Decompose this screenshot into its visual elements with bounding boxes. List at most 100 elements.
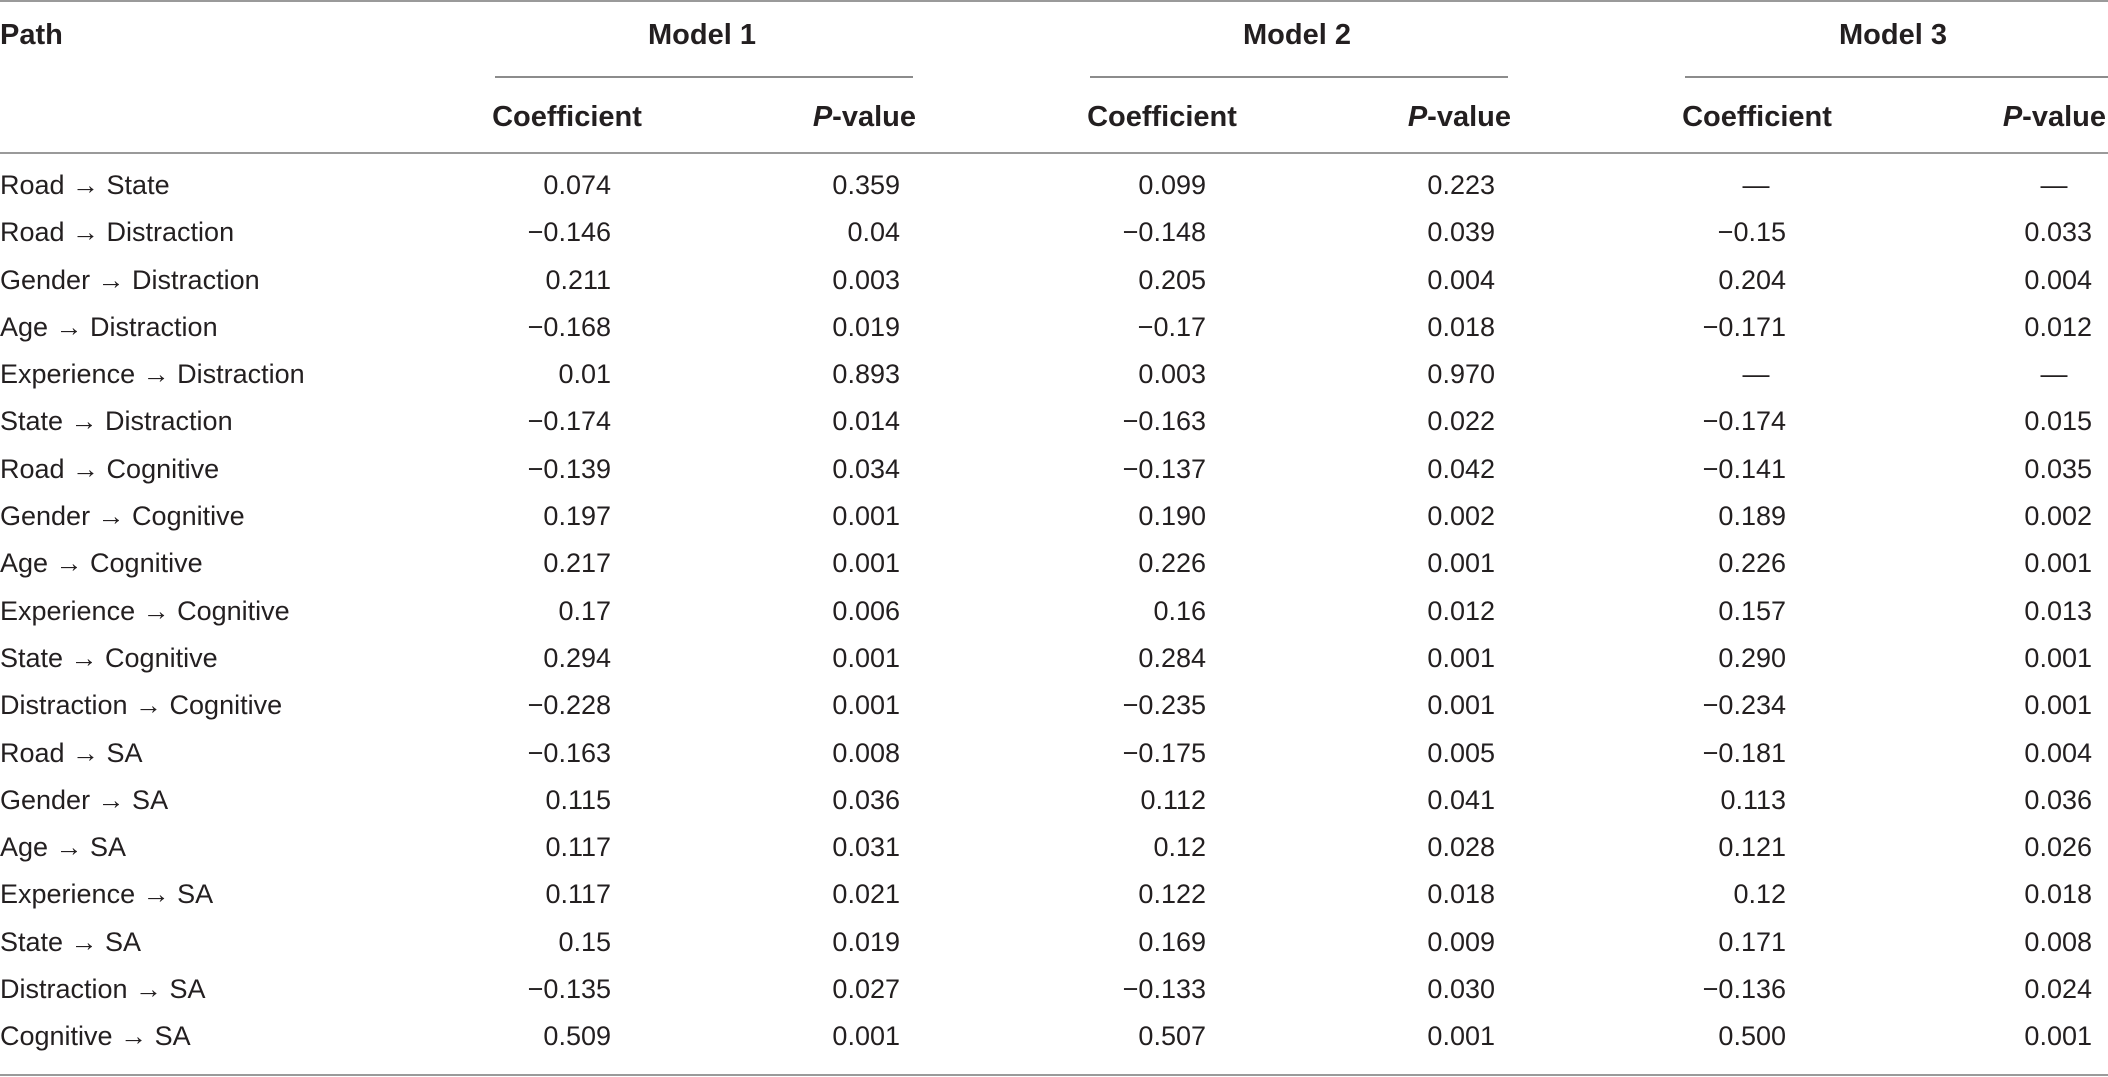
table-top-rule	[0, 0, 2108, 2]
table-row: Gender → Distraction 0.211 0.003 0.205 0.004…	[0, 263, 2108, 310]
model-3-pvalue-cell: 0.015	[2024, 406, 2092, 437]
model-3-pvalue-cell: —	[2040, 359, 2068, 390]
model-2-pvalue-cell: 0.012	[1427, 595, 1495, 626]
model-2-coefficient-cell: −0.175	[1122, 737, 1206, 768]
model-1-coefficient-cell: 0.115	[545, 784, 611, 815]
model-3-coefficient-cell: 0.12	[1733, 879, 1786, 910]
model-3-coefficient-cell: 0.189	[1718, 501, 1786, 532]
table-row: Cognitive → SA 0.509 0.001 0.507 0.001 0.500 0…	[0, 1019, 2108, 1066]
path-column-header: Path	[0, 19, 63, 51]
model-3-pvalue-cell: 0.001	[2024, 690, 2092, 721]
model-3-coefficient-cell: −0.136	[1702, 974, 1786, 1005]
model-2-coefficient-cell: −0.137	[1122, 453, 1206, 484]
model-1-header: Model 1	[648, 19, 756, 51]
model-3-coefficient-cell: 0.113	[1720, 784, 1786, 815]
path-cell: Gender → Cognitive	[0, 501, 245, 532]
model-2-pvalue-cell: 0.001	[1427, 690, 1495, 721]
model-3-coefficient-cell: −0.15	[1717, 217, 1786, 248]
model-2-pvalue-cell: 0.001	[1427, 642, 1495, 673]
path-cell: Road → Cognitive	[0, 453, 220, 484]
table-row: Gender → Cognitive 0.197 0.001 0.190 0.002 0.…	[0, 499, 2108, 546]
table-row: Road → Distraction −0.146 0.04 −0.148 0.039 −…	[0, 215, 2108, 262]
model-1-pvalue-cell: 0.006	[832, 595, 900, 626]
path-cell: Age → Cognitive	[0, 548, 203, 579]
model-1-coefficient-cell: −0.135	[527, 974, 611, 1005]
table-body: Road → State 0.074 0.359 0.099 0.223— — Road →…	[0, 168, 2108, 1067]
model-2-pvalue-cell: 0.005	[1427, 737, 1495, 768]
path-cell: State → Distraction	[0, 406, 233, 437]
model-1-coefficient-cell: −0.174	[527, 406, 611, 437]
model-3-coefficient-cell: 0.226	[1718, 548, 1786, 579]
model-3-pvalue-cell: 0.033	[2024, 217, 2092, 248]
model-3-coefficient-cell: 0.121	[1718, 832, 1786, 863]
model-3-coefficient-cell: −0.234	[1702, 690, 1786, 721]
model-3-coefficient-cell: −0.181	[1702, 737, 1786, 768]
path-cell: Experience → Distraction	[0, 359, 305, 390]
model-1-pvalue-cell: 0.014	[832, 406, 900, 437]
table-row: Road → SA −0.163 0.008 −0.175 0.005 −0.181 0.0…	[0, 736, 2108, 783]
path-cell: Cognitive → SA	[0, 1021, 191, 1052]
model-1-pvalue-cell: 0.001	[832, 548, 900, 579]
model-2-coefficient-header: Coefficient	[1087, 101, 1237, 133]
model-2-coefficient-cell: 0.507	[1138, 1021, 1206, 1052]
model-3-pvalue-cell: 0.024	[2024, 974, 2092, 1005]
path-cell: Road → State	[0, 170, 170, 200]
model-1-pvalue-cell: 0.04	[847, 217, 900, 248]
model-2-header: Model 2	[1243, 19, 1351, 51]
table-bottom-rule	[0, 1074, 2108, 1076]
model-3-pvalue-header: P-value	[2002, 101, 2106, 133]
model-2-pvalue-cell: 0.028	[1427, 832, 1495, 863]
table-row: Age → SA 0.117 0.031 0.12 0.028 0.121 0.026	[0, 830, 2108, 877]
path-cell: Gender → Distraction	[0, 264, 260, 295]
model-2-coefficient-cell: −0.133	[1122, 974, 1206, 1005]
model-3-pvalue-cell: 0.036	[2024, 784, 2092, 815]
path-cell: Age → SA	[0, 832, 127, 863]
model-3-header: Model 3	[1839, 19, 1947, 51]
model-3-coefficient-cell: 0.500	[1718, 1021, 1786, 1052]
model-2-coefficient-cell: 0.284	[1138, 642, 1206, 673]
model-1-pvalue-cell: 0.034	[832, 453, 900, 484]
path-cell: Road → Distraction	[0, 217, 235, 248]
model-2-pvalue-header: P-value	[1407, 101, 1511, 133]
model-3-coefficient-cell: −0.174	[1702, 406, 1786, 437]
path-cell: Experience → SA	[0, 879, 214, 910]
model-3-pvalue-cell: 0.002	[2024, 501, 2092, 532]
table-row: State → SA 0.15 0.019 0.169 0.009 0.171 0.008	[0, 925, 2108, 972]
path-cell: Road → SA	[0, 737, 143, 768]
model-1-coefficient-cell: 0.217	[543, 548, 611, 579]
model-3-pvalue-cell: 0.001	[2024, 548, 2092, 579]
model-3-pvalue-cell: —	[2040, 170, 2068, 200]
table-row: Experience → Cognitive 0.17 0.006 0.16 0.012…	[0, 594, 2108, 641]
model-2-coefficient-cell: −0.163	[1122, 406, 1206, 437]
model-2-pvalue-cell: 0.002	[1427, 501, 1495, 532]
model-1-pvalue-cell: 0.001	[832, 501, 900, 532]
model-2-pvalue-cell: 0.970	[1427, 359, 1495, 390]
model-1-coefficient-cell: 0.117	[545, 832, 611, 863]
model-3-pvalue-cell: 0.035	[2024, 453, 2092, 484]
model-2-pvalue-cell: 0.001	[1427, 1021, 1495, 1052]
model-1-coefficient-cell: −0.228	[527, 690, 611, 721]
model-2-coefficient-cell: 0.226	[1138, 548, 1206, 579]
model-1-pvalue-cell: 0.001	[832, 690, 900, 721]
model-2-coefficient-cell: 0.099	[1138, 170, 1206, 200]
model-3-pvalue-cell: 0.026	[2024, 832, 2092, 863]
model-1-pvalue-cell: 0.893	[832, 359, 900, 390]
table-row: Road → State 0.074 0.359 0.099 0.223 — —	[0, 168, 2108, 215]
model-1-coefficient-cell: −0.168	[527, 311, 611, 342]
model-3-pvalue-cell: 0.001	[2024, 1021, 2092, 1052]
table-row: Experience → Distraction 0.01 0.893 0.003 0.…	[0, 357, 2108, 404]
model-2-pvalue-cell: 0.018	[1427, 879, 1495, 910]
model-2-coefficient-cell: −0.235	[1122, 690, 1206, 721]
model-1-coefficient-cell: −0.163	[527, 737, 611, 768]
model-3-coefficient-cell: —	[1742, 359, 1770, 390]
path-cell: Age → Distraction	[0, 311, 218, 342]
model-2-pvalue-cell: 0.042	[1427, 453, 1495, 484]
model-2-coefficient-cell: 0.16	[1153, 595, 1206, 626]
model-2-coefficient-cell: 0.112	[1140, 784, 1206, 815]
model-3-coefficient-cell: —	[1742, 170, 1770, 200]
model-3-coefficient-cell: −0.171	[1702, 311, 1786, 342]
model-2-pvalue-cell: 0.041	[1427, 784, 1495, 815]
model-3-span-rule	[1685, 76, 2108, 78]
model-1-coefficient-cell: 0.117	[545, 879, 611, 910]
model-1-pvalue-cell: 0.008	[832, 737, 900, 768]
